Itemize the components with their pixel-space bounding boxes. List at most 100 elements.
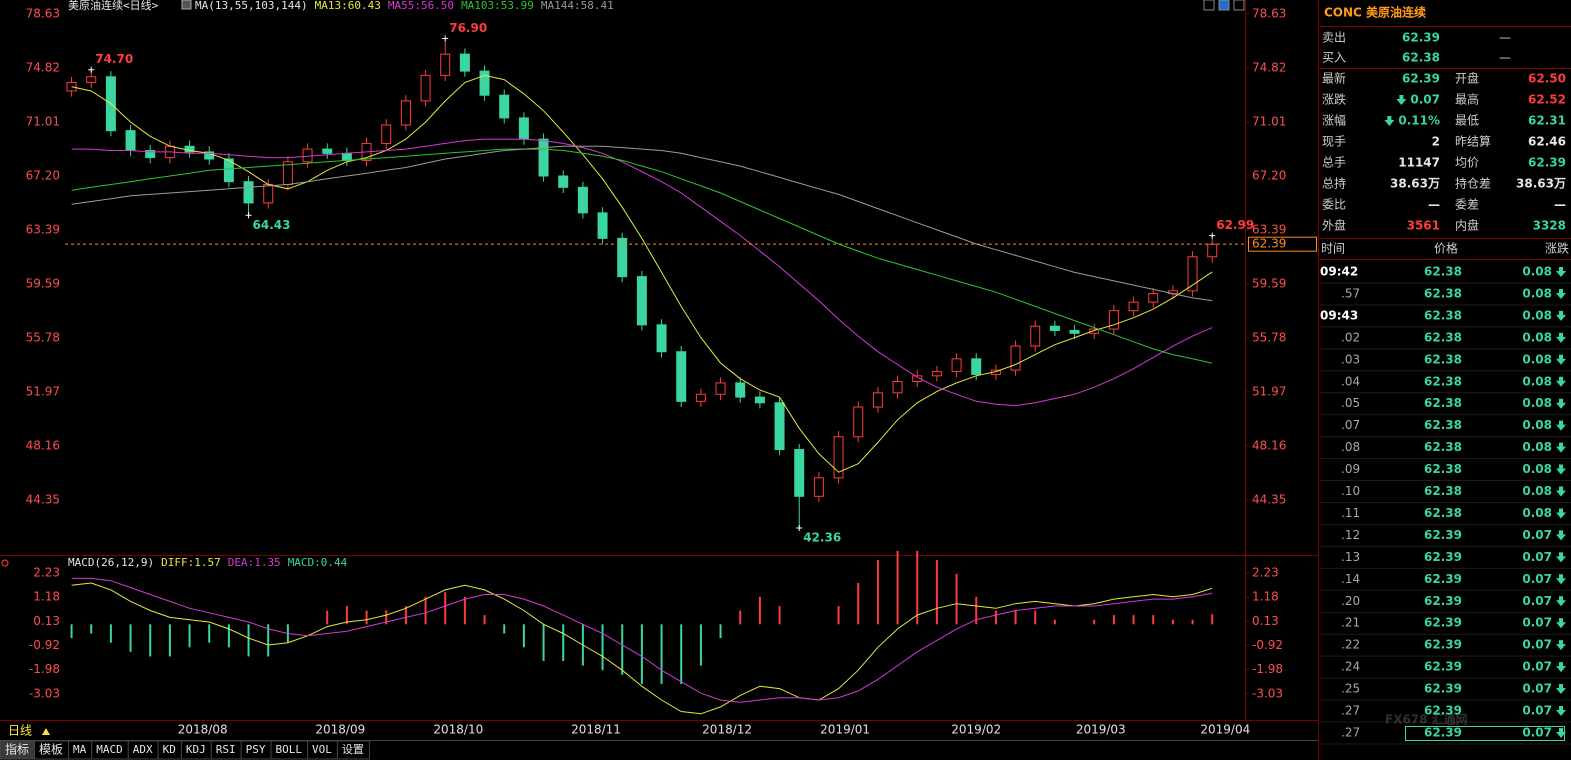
down-arrow xyxy=(1556,662,1566,673)
macd-bar xyxy=(857,583,860,625)
tick-price: 62.39 xyxy=(1424,616,1462,630)
macd-bar xyxy=(247,624,250,657)
macd-bar xyxy=(227,624,230,648)
quote-label: 总手 xyxy=(1322,156,1346,170)
quote-label: 涨幅 xyxy=(1322,113,1346,128)
tab-label[interactable]: VOL xyxy=(312,743,332,756)
tick-time: .05 xyxy=(1341,396,1360,410)
macd-bar xyxy=(365,610,368,625)
macd-bar xyxy=(994,610,997,625)
quote-value: 38.63万 xyxy=(1390,177,1440,191)
x-tick-label: 2018/08 xyxy=(178,723,228,737)
macd-bar xyxy=(522,624,525,648)
tab-label[interactable]: 设置 xyxy=(342,743,364,756)
tick-change: 0.08 xyxy=(1522,286,1552,300)
tab-label[interactable]: KDJ xyxy=(186,743,206,756)
window-buttons[interactable] xyxy=(1203,0,1245,11)
macd-bar xyxy=(345,605,348,625)
y-tick-label: 67.20 xyxy=(26,168,60,182)
quote-label: 内盘 xyxy=(1455,218,1479,233)
candle-body xyxy=(892,381,903,394)
down-arrow xyxy=(1556,574,1566,585)
down-arrow xyxy=(1556,618,1566,629)
macd-bar xyxy=(935,560,938,625)
candle-body xyxy=(1010,345,1021,371)
extreme-marker xyxy=(88,66,95,73)
quote-label: 最高 xyxy=(1455,92,1479,107)
candle-body xyxy=(1049,325,1060,331)
tab-label[interactable]: MACD xyxy=(96,743,123,756)
candle-body xyxy=(695,393,706,402)
macd-bar xyxy=(542,624,545,662)
tick-time: 09:43 xyxy=(1320,308,1358,322)
quote-value: 0.07 xyxy=(1410,93,1440,107)
tick-time: .22 xyxy=(1341,638,1360,652)
tab-label[interactable]: KD xyxy=(163,743,176,756)
tick-time: .25 xyxy=(1341,682,1360,696)
candle-body xyxy=(636,276,647,326)
tick-change: 0.07 xyxy=(1522,638,1552,652)
tick-price: 62.38 xyxy=(1424,440,1462,454)
quote-value: 62.52 xyxy=(1528,93,1566,107)
tab-label[interactable]: MA xyxy=(73,743,87,756)
legend-entry: MA144:58.41 xyxy=(541,0,614,12)
tick-price: 62.39 xyxy=(1424,660,1462,674)
tab-label[interactable]: BOLL xyxy=(276,743,303,756)
macd-bar xyxy=(70,624,73,639)
tab-label[interactable]: 指标 xyxy=(5,742,29,757)
tick-change: 0.07 xyxy=(1522,528,1552,542)
tab[interactable] xyxy=(336,740,370,760)
extreme-label: 64.43 xyxy=(253,218,291,232)
tick-time: .11 xyxy=(1341,506,1360,520)
pane-marker xyxy=(1,559,9,567)
x-tick-label: 2019/04 xyxy=(1200,723,1250,737)
candle-body xyxy=(1069,329,1080,334)
last-price-label: 62.39 xyxy=(1252,237,1286,251)
down-arrow xyxy=(1556,420,1566,431)
quote-label: 持仓差 xyxy=(1455,176,1491,191)
y-tick-label: -3.03 xyxy=(29,686,60,700)
macd-bar xyxy=(739,610,742,625)
macd-bar xyxy=(109,624,112,643)
macd-bar xyxy=(483,615,486,625)
candle-body xyxy=(1128,301,1139,312)
tab-label[interactable]: PSY xyxy=(246,743,266,756)
quote-value: 62.39 xyxy=(1402,72,1440,86)
x-tick-label: 2019/01 xyxy=(820,723,870,737)
tick-change: 0.08 xyxy=(1522,484,1552,498)
macd-bar xyxy=(1014,610,1017,625)
indicator-label: MA(13,55,103,144) xyxy=(195,0,308,12)
candle-body xyxy=(617,237,628,278)
tick-change: 0.07 xyxy=(1522,616,1552,630)
tick-change: 0.07 xyxy=(1522,704,1552,718)
period-button[interactable]: 日线 xyxy=(8,724,32,738)
candle-body xyxy=(833,436,844,479)
tab-label[interactable]: 模板 xyxy=(39,743,63,757)
y-tick-label: 71.01 xyxy=(26,114,60,128)
macd-bar xyxy=(188,624,191,648)
candle-body xyxy=(243,181,254,204)
table-header: 时间 xyxy=(1321,242,1345,256)
tick-change: 0.08 xyxy=(1522,308,1552,322)
y-tick-label: -1.98 xyxy=(29,662,60,676)
macd-bar xyxy=(916,550,919,625)
candle-body xyxy=(931,371,942,377)
down-arrow xyxy=(1556,288,1566,299)
ma-line xyxy=(71,145,1213,302)
indicator-icon[interactable] xyxy=(181,0,192,10)
y-tick-label: 48.16 xyxy=(26,438,60,452)
y-tick-label: 0.13 xyxy=(1252,614,1279,628)
tick-time: .07 xyxy=(1341,418,1360,432)
tick-price: 62.38 xyxy=(1424,330,1462,344)
quote-label: 涨跌 xyxy=(1322,92,1346,107)
macd-bar xyxy=(424,596,427,625)
period-arrow[interactable] xyxy=(42,728,50,735)
candle-body xyxy=(1108,310,1119,330)
y-tick-label: 1.18 xyxy=(33,590,60,604)
tab-label[interactable]: RSI xyxy=(216,743,236,756)
tick-price: 62.39 xyxy=(1424,638,1462,652)
x-tick-label: 2018/11 xyxy=(571,723,621,737)
down-arrow xyxy=(1556,354,1566,365)
macd-bar xyxy=(90,624,93,634)
tab-label[interactable]: ADX xyxy=(133,743,153,756)
